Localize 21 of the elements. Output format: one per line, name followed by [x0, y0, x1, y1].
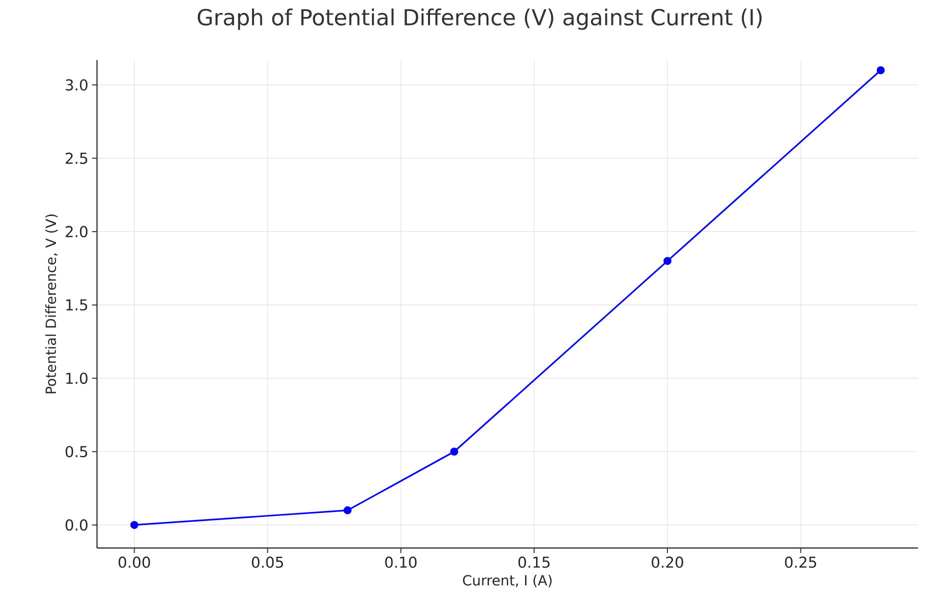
x-tick-label: 0.25: [785, 556, 816, 568]
x-tick-label: 0.10: [385, 556, 417, 568]
point: [663, 256, 672, 265]
x-tick-label: 0.15: [518, 556, 550, 568]
y-tick-label: 2.0: [66, 226, 88, 238]
point: [130, 520, 138, 529]
y-axis-title: Potential Difference, V (V): [45, 214, 58, 394]
point: [344, 506, 352, 514]
y-tick-label: 0.0: [66, 519, 88, 531]
y-tick-label: 0.5: [66, 446, 88, 458]
y-tick-label: 2.5: [66, 152, 88, 164]
x-tick-label: 0.05: [252, 556, 283, 568]
chart-title: Graph of Potential Difference (V) against Current (I): [198, 8, 762, 30]
x-tick-label: 0.20: [652, 556, 684, 568]
point: [876, 66, 885, 74]
point: [450, 448, 458, 456]
y-tick-label: 1.0: [66, 372, 88, 384]
y-tick-label: 1.5: [66, 299, 88, 311]
x-axis-title: Current, I (A): [463, 574, 552, 588]
x-tick-label: 0.00: [118, 556, 150, 568]
y-tick-label: 3.0: [66, 79, 88, 91]
